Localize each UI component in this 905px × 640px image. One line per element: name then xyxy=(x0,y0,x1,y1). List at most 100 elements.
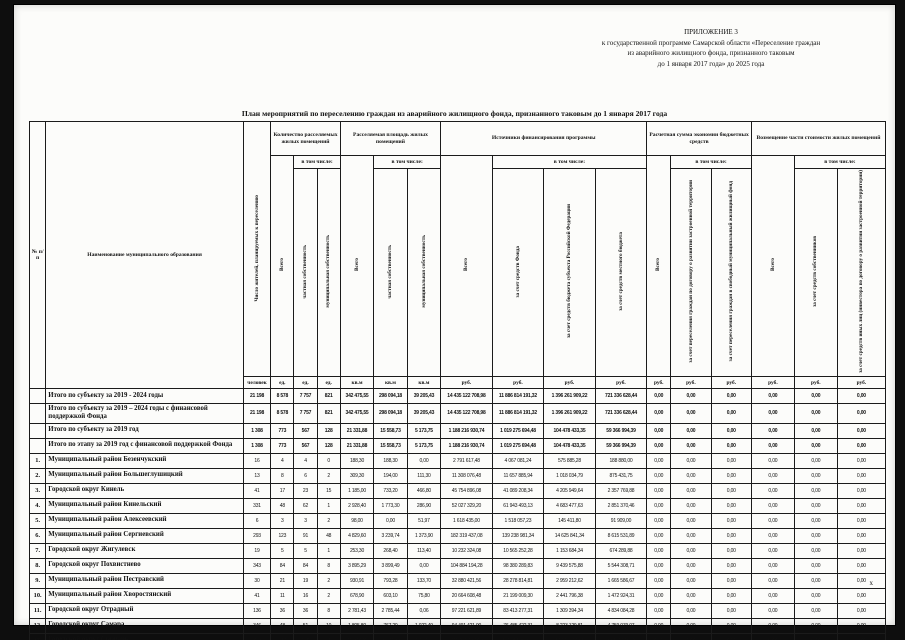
cell-value: 168 xyxy=(293,632,318,640)
cell-value: 1 396 261 909,22 xyxy=(543,403,596,424)
cell-value: 0,00 xyxy=(670,572,712,589)
row-name: Городской округ Кинель xyxy=(45,482,244,499)
cell-value: 0,00 xyxy=(670,542,712,559)
cell-value: 104 478 433,35 xyxy=(543,422,596,439)
vertical-label: частная собственность xyxy=(302,244,309,299)
cell-value: 5 xyxy=(270,542,295,559)
cell-value: 41 xyxy=(242,587,272,604)
cell-value: 48 xyxy=(316,527,341,544)
cell-value: 10 565 252,28 xyxy=(491,542,545,559)
cell-value: 28 278 814,81 xyxy=(491,572,545,589)
cell-value: 733,20 xyxy=(373,482,408,499)
row-number: 8. xyxy=(28,557,47,574)
cell-value: 0,00 xyxy=(646,587,672,604)
cell-value: 0,00 xyxy=(710,587,752,604)
cell-value: 128 xyxy=(316,437,341,454)
cell-value: 875 431,75 xyxy=(594,467,648,484)
col-header-total: Всего xyxy=(440,154,493,378)
cell-value: 0,00 xyxy=(750,557,795,574)
cell-value: 19 xyxy=(293,572,318,589)
vertical-label: Всего xyxy=(463,258,470,272)
cell-value: 0,00 xyxy=(710,452,752,469)
row-name: Итого по этапу за 2019 год с финансовой … xyxy=(45,437,244,454)
cell-value: 20 664 608,48 xyxy=(440,587,493,604)
cell-value: 342 475,55 xyxy=(339,388,375,405)
row-number: 7. xyxy=(28,542,47,559)
vertical-label: за счет средств бюджета субъекта Российс… xyxy=(566,204,573,339)
cell-value: 14 435 122 708,98 xyxy=(440,388,493,405)
cell-value: 188,30 xyxy=(339,452,375,469)
cell-value: 5 173,75 xyxy=(406,437,442,454)
table-body: Итого по субъекту за 2019 - 2024 годы 21 … xyxy=(28,388,887,640)
scanned-page: ПРИЛОЖЕНИЕ 3 к государственной программе… xyxy=(13,4,896,640)
group-header: Расселяемая площадь жилых помещений xyxy=(339,121,442,156)
footnote-mark: х xyxy=(869,579,874,587)
cell-value: 793,28 xyxy=(373,572,408,589)
cell-value: 0,00 xyxy=(646,572,672,589)
cell-value: 721 336 628,44 xyxy=(594,403,648,424)
table-row: 13.Городской округ Сызрань8222341686611 … xyxy=(28,632,887,640)
row-number: 13. xyxy=(28,632,47,640)
cell-value: 286,90 xyxy=(406,497,442,514)
cell-value: 11 078,20 xyxy=(339,632,375,640)
vertical-label: Число жителей, планируемых к переселению xyxy=(253,194,260,302)
cell-value: 123 xyxy=(270,527,295,544)
cell-value: 1 018 034,79 xyxy=(543,467,596,484)
cell-value: 61 943 493,13 xyxy=(491,497,545,514)
cell-value: 0,00 xyxy=(836,497,887,514)
unit-cell: руб. xyxy=(646,376,672,390)
unit-cell: руб. xyxy=(670,376,712,390)
table-row: 3. Городской округ Кинель 41 17 23 15 1 185,00… xyxy=(28,482,887,499)
row-name: Муниципальный район Алексеевский xyxy=(45,512,244,529)
cell-value: 0,00 xyxy=(646,617,672,634)
cell-value: 66 xyxy=(316,632,341,640)
cell-value: 0,00 xyxy=(710,437,752,454)
cell-value: 98,00 xyxy=(339,512,375,529)
cell-value: 0,00 xyxy=(750,602,795,619)
row-number: 4. xyxy=(28,497,47,514)
cell-value: 104 478 433,35 xyxy=(543,437,596,454)
cell-value: 21 331,88 xyxy=(339,437,375,454)
cell-value: 8 xyxy=(270,467,295,484)
cell-value: 9 439 575,88 xyxy=(543,557,596,574)
cell-value: 10 xyxy=(316,617,341,634)
cell-value: 51,97 xyxy=(406,512,442,529)
cell-value: 41 xyxy=(242,482,272,499)
appendix-line-3: из аварийного жилищного фонда, признанно… xyxy=(627,49,795,57)
cell-value: 3 895,29 xyxy=(339,557,375,574)
cell-value: 0,00 xyxy=(646,422,672,439)
vertical-label: муниципальная собственность xyxy=(325,235,332,308)
subheader-in-total: в том числе: xyxy=(793,155,887,169)
row-name: Итого по субъекту за 2019 – 2024 годы с … xyxy=(45,403,244,424)
cell-value: 0,00 xyxy=(836,403,887,424)
cell-value: 0,00 xyxy=(670,422,712,439)
cell-value: 15 558,73 xyxy=(373,422,408,439)
group-header: Расчетная сумма экономии бюджетных средс… xyxy=(646,121,752,156)
cell-value: 0,00 xyxy=(750,482,795,499)
cell-value: 2 441 796,38 xyxy=(543,587,596,604)
cell-value: 113,40 xyxy=(406,542,442,559)
cell-value: 21 331,88 xyxy=(339,422,375,439)
cell-value: 15 558,73 xyxy=(373,437,408,454)
cell-value: 3 239,74 xyxy=(373,527,408,544)
unit-cell: ед. xyxy=(293,376,318,390)
col-subheader: муниципальная собственность xyxy=(316,167,341,378)
cell-value: 567 xyxy=(293,422,318,439)
vertical-label: Всего xyxy=(769,258,776,272)
vertical-label: за счет переселения граждан в свободный … xyxy=(727,181,734,362)
cell-value: 0,00 xyxy=(836,632,887,640)
cell-value: 0,00 xyxy=(793,617,838,634)
cell-value: 19 xyxy=(242,542,272,559)
cell-value: 0,00 xyxy=(793,467,838,484)
cell-value: 5 173,75 xyxy=(406,422,442,439)
row-name: Итого по субъекту за 2019 - 2024 годы xyxy=(45,388,244,405)
summary-row: Итого по субъекту за 2019 год 1 308 773 567… xyxy=(28,422,887,439)
cell-value: 2 928,40 xyxy=(339,497,375,514)
cell-value: 0,00 xyxy=(836,512,887,529)
cell-value: 0,00 xyxy=(793,542,838,559)
vertical-label: за счет средств Фонда xyxy=(514,245,521,298)
cell-value: 23 xyxy=(293,482,318,499)
cell-value: 0,00 xyxy=(836,527,887,544)
cell-value: 567 xyxy=(293,437,318,454)
cell-value: 16 xyxy=(242,452,272,469)
